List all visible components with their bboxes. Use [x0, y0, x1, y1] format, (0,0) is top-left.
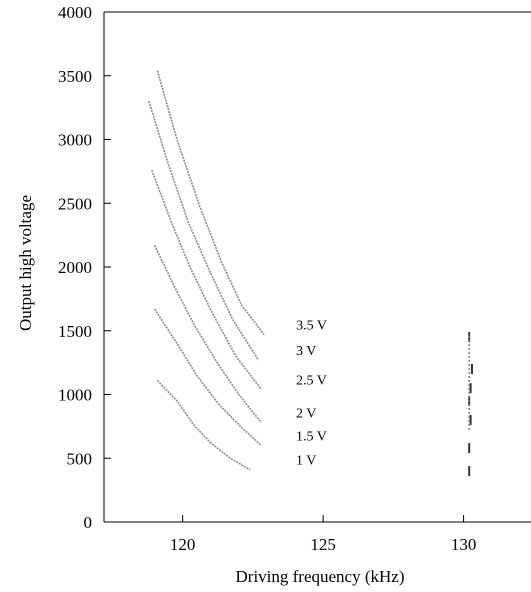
series-label: 1 V	[296, 454, 316, 469]
scatter-near-130khz	[468, 332, 474, 476]
series-line	[156, 70, 265, 336]
y-tick-label: 1500	[58, 322, 92, 341]
series-label: 1.5 V	[296, 430, 327, 445]
x-tick-label: 125	[310, 535, 336, 554]
y-tick-label: 1000	[58, 386, 92, 405]
series: 1 V 1.5 V 2 V 2.5 V 3 V 3.5 V	[148, 70, 327, 471]
y-tick-label: 2500	[58, 194, 92, 213]
series-label: 3.5 V	[296, 319, 327, 334]
series-line	[148, 101, 260, 361]
series-label: 2.5 V	[296, 373, 327, 388]
axes	[103, 11, 531, 523]
series-label: 3 V	[296, 344, 316, 359]
series-line	[153, 308, 262, 447]
series-label: 2 V	[296, 407, 316, 422]
y-tick-label: 2000	[58, 258, 92, 277]
y-tick-label: 4000	[58, 3, 92, 22]
y-tick-label: 3000	[58, 131, 92, 150]
ticks: 0 500 1000 1500 2000 2500 3000 3500 4000 120 125 13…	[58, 3, 476, 554]
series-line	[151, 169, 262, 390]
y-tick-label: 3500	[58, 67, 92, 86]
y-axis-title: Output high voltage	[16, 195, 35, 331]
x-tick-label: 120	[170, 535, 196, 554]
x-axis-title: Driving frequency (kHz)	[236, 567, 405, 586]
y-tick-label: 0	[84, 513, 93, 532]
x-tick-label: 130	[451, 535, 477, 554]
series-line	[153, 244, 262, 424]
y-tick-label: 500	[67, 449, 93, 468]
series-line	[156, 379, 251, 471]
